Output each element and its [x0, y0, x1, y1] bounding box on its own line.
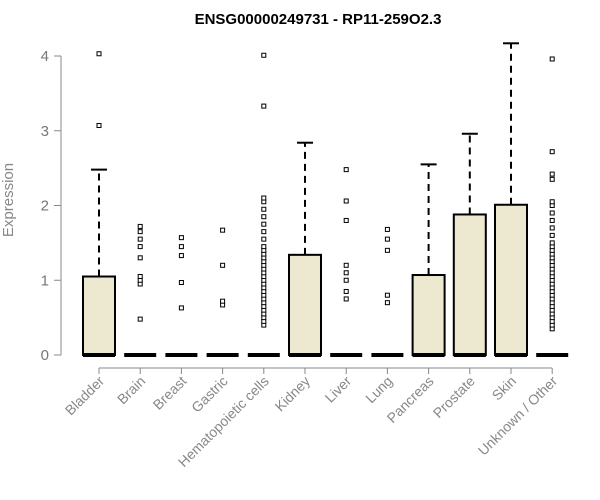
outlier-point: [261, 236, 267, 242]
outlier-point: [549, 199, 555, 205]
box-kidney: [288, 141, 322, 357]
outlier-point: [261, 206, 267, 212]
box-pancreas: [411, 163, 446, 357]
x-tick-label: Lung: [362, 373, 395, 406]
outlier-point: [178, 235, 184, 241]
outlier-point: [343, 296, 349, 302]
outlier-point: [343, 262, 349, 268]
boxes: [82, 42, 569, 357]
outlier-point: [343, 167, 349, 173]
outlier-point: [343, 198, 349, 204]
y-tick-label: 4: [41, 48, 49, 65]
outlier-point: [261, 52, 267, 58]
box-prostate: [452, 132, 487, 357]
outlier-point: [549, 56, 555, 62]
outlier-point: [384, 226, 390, 232]
box-brain: [124, 223, 157, 357]
outlier-point: [178, 244, 184, 250]
box-body: [411, 274, 446, 356]
box-body: [494, 203, 528, 356]
outlier-point: [220, 298, 226, 304]
outlier-point: [549, 240, 555, 246]
outlier-point: [261, 103, 267, 109]
y-axis-label: Expression: [0, 163, 17, 237]
outlier-point: [137, 274, 143, 280]
outlier-point: [261, 195, 267, 201]
outlier-point: [137, 223, 143, 229]
outlier-point: [261, 221, 267, 227]
x-tick-label: Kidney: [272, 373, 314, 415]
y-axis: 0 1 2 3 4: [41, 48, 62, 364]
outlier-point: [261, 229, 267, 235]
outlier-point: [261, 214, 267, 220]
outlier-point: [384, 292, 390, 298]
outlier-point: [220, 227, 226, 233]
x-tick-label: Bladder: [62, 373, 108, 419]
outlier-point: [549, 149, 555, 155]
box-gastric: [206, 227, 239, 357]
x-tick-label: Breast: [150, 373, 190, 413]
outlier-point: [137, 255, 143, 261]
outlier-point: [549, 171, 555, 177]
box-breast: [165, 235, 198, 357]
outlier-point: [137, 236, 143, 242]
outlier-point: [261, 244, 267, 250]
x-tick-label: Prostate: [430, 373, 478, 421]
outlier-point: [178, 305, 184, 311]
box-hematopoietic-cells: [247, 52, 280, 357]
box-unknown-other: [536, 56, 569, 357]
box-body: [82, 275, 116, 357]
outlier-point: [549, 217, 555, 223]
outlier-point: [178, 253, 184, 259]
y-tick-label: 3: [41, 123, 49, 140]
outlier-point: [343, 277, 349, 283]
box-body: [452, 213, 487, 356]
outlier-point: [549, 225, 555, 231]
outlier-point: [549, 210, 555, 216]
outlier-point: [343, 288, 349, 294]
outlier-point: [137, 316, 143, 322]
box-body: [288, 253, 322, 357]
outlier-point: [384, 236, 390, 242]
outlier-point: [96, 51, 102, 57]
y-tick-label: 0: [41, 347, 49, 364]
chart-title: ENSG00000249731 - RP11-259O2.3: [195, 11, 442, 28]
outlier-point: [137, 229, 143, 235]
box-lung: [371, 226, 404, 357]
outlier-point: [384, 247, 390, 253]
box-skin: [494, 42, 528, 357]
outlier-point: [549, 176, 555, 182]
box-bladder: [82, 51, 116, 357]
outlier-point: [343, 217, 349, 223]
outlier-point: [384, 300, 390, 306]
x-tick-label: Liver: [322, 373, 355, 406]
outlier-point: [178, 279, 184, 285]
x-tick-label: Brain: [114, 373, 148, 407]
x-tick-label: Skin: [489, 373, 520, 404]
outlier-point: [96, 123, 102, 129]
box-liver: [330, 167, 363, 357]
outlier-point: [549, 232, 555, 238]
y-tick-label: 2: [41, 198, 49, 215]
outlier-point: [220, 262, 226, 268]
outlier-point: [343, 270, 349, 276]
y-tick-label: 1: [41, 272, 49, 289]
outlier-point: [137, 244, 143, 250]
